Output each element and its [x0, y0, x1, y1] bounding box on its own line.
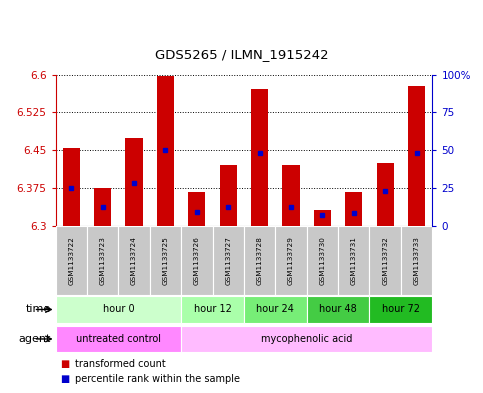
- Text: time: time: [26, 305, 51, 314]
- Text: hour 12: hour 12: [194, 305, 231, 314]
- Bar: [314, 210, 331, 226]
- Text: GSM1133733: GSM1133733: [413, 236, 420, 285]
- Text: GSM1133730: GSM1133730: [319, 236, 326, 285]
- Bar: [126, 138, 142, 226]
- Bar: [188, 192, 205, 226]
- Bar: [56, 326, 181, 352]
- Text: GSM1133722: GSM1133722: [68, 236, 74, 285]
- Text: hour 72: hour 72: [382, 305, 420, 314]
- Text: agent: agent: [18, 334, 51, 344]
- Bar: [150, 226, 181, 295]
- Bar: [213, 226, 244, 295]
- Text: hour 48: hour 48: [319, 305, 357, 314]
- Bar: [63, 148, 80, 226]
- Bar: [369, 296, 432, 323]
- Bar: [307, 296, 369, 323]
- Text: GSM1133731: GSM1133731: [351, 236, 357, 285]
- Text: hour 24: hour 24: [256, 305, 294, 314]
- Text: GSM1133728: GSM1133728: [256, 236, 263, 285]
- Bar: [181, 296, 244, 323]
- Bar: [181, 326, 432, 352]
- Bar: [220, 165, 237, 226]
- Text: GSM1133732: GSM1133732: [382, 236, 388, 285]
- Text: GSM1133729: GSM1133729: [288, 236, 294, 285]
- Bar: [338, 226, 369, 295]
- Bar: [181, 226, 213, 295]
- Bar: [307, 226, 338, 295]
- Text: untreated control: untreated control: [76, 334, 161, 344]
- Bar: [94, 188, 111, 226]
- Bar: [244, 226, 275, 295]
- Bar: [275, 226, 307, 295]
- Bar: [369, 226, 401, 295]
- Text: GSM1133726: GSM1133726: [194, 236, 200, 285]
- Bar: [401, 226, 432, 295]
- Bar: [377, 163, 394, 226]
- Text: GSM1133727: GSM1133727: [225, 236, 231, 285]
- Text: GSM1133723: GSM1133723: [99, 236, 106, 285]
- Bar: [251, 89, 268, 226]
- Bar: [56, 296, 181, 323]
- Text: GDS5265 / ILMN_1915242: GDS5265 / ILMN_1915242: [155, 48, 328, 61]
- Text: transformed count: transformed count: [75, 358, 166, 369]
- Text: hour 0: hour 0: [102, 305, 134, 314]
- Bar: [345, 192, 362, 226]
- Text: ■: ■: [60, 374, 70, 384]
- Bar: [244, 296, 307, 323]
- Bar: [56, 226, 87, 295]
- Text: ■: ■: [60, 358, 70, 369]
- Text: mycophenolic acid: mycophenolic acid: [261, 334, 353, 344]
- Bar: [87, 226, 118, 295]
- Text: GSM1133725: GSM1133725: [162, 236, 169, 285]
- Bar: [118, 226, 150, 295]
- Bar: [283, 165, 299, 226]
- Bar: [157, 76, 174, 226]
- Bar: [408, 86, 425, 226]
- Text: GSM1133724: GSM1133724: [131, 236, 137, 285]
- Text: percentile rank within the sample: percentile rank within the sample: [75, 374, 240, 384]
